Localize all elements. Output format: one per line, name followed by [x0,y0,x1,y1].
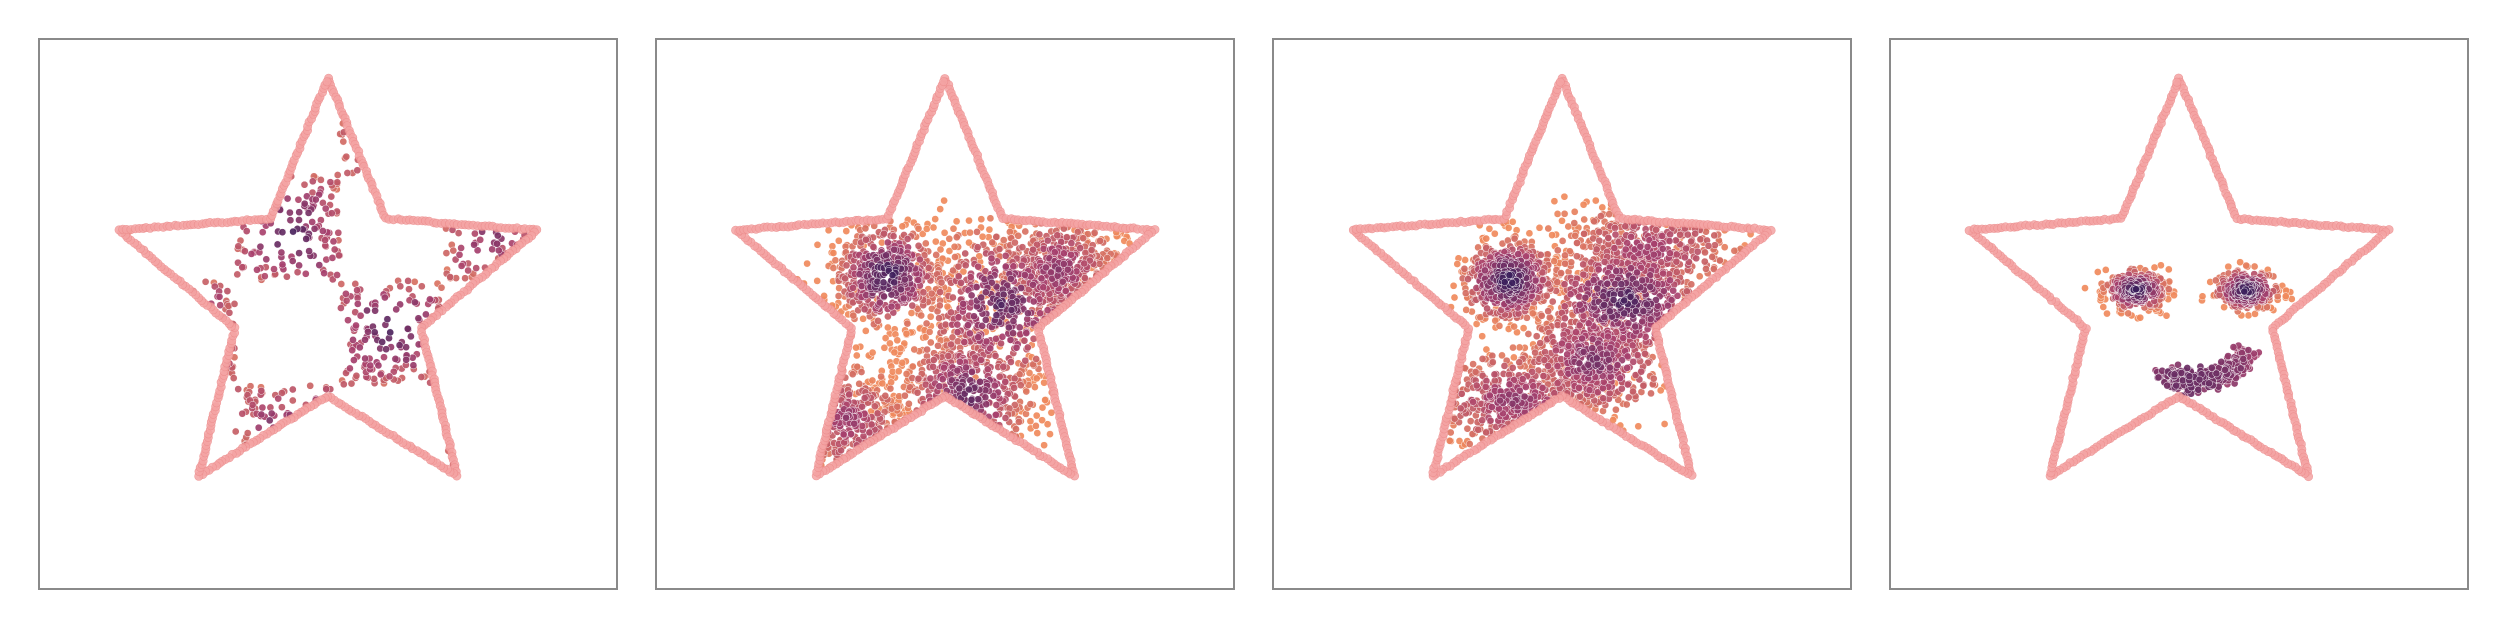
scatter-plot-smiley-face [1964,73,2394,482]
scatter-plot-checkerboard [114,73,542,481]
scatter-points [1443,192,1755,450]
star-outline [1348,73,1776,481]
scatter-plot-gaussian-blobs [1348,73,1776,481]
star-outline [114,73,542,481]
scatter-plot-swirl [731,74,1160,481]
scatter-points [2081,258,2296,400]
star-outline [731,74,1160,481]
panel-swirl [655,38,1235,590]
star-outline [1964,73,2394,482]
panel-smiley-face [1889,38,2469,590]
panel-checkerboard [38,38,618,590]
scatter-points [793,196,1134,471]
panel-gaussian-blobs [1272,38,1852,590]
